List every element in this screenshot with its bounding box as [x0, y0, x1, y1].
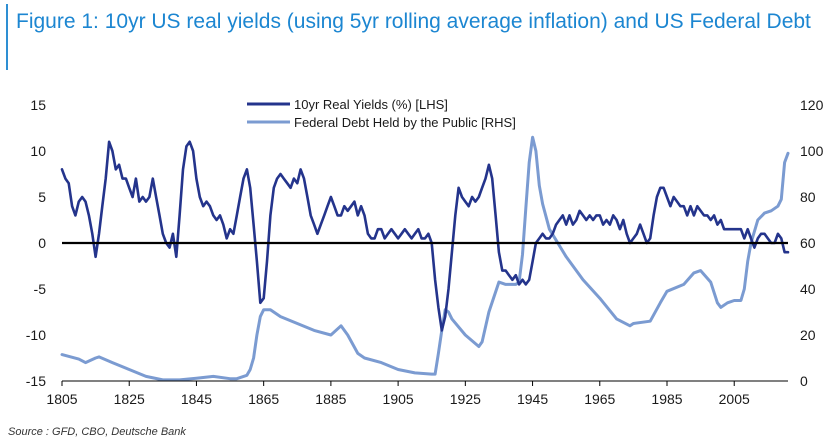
x-tick-label: 1865	[248, 391, 279, 407]
real-yield-series-line	[60, 140, 790, 332]
right-axis-ticks: 120 100 80 60 40 20 0	[800, 97, 824, 389]
right-tick-label: 20	[800, 327, 816, 343]
x-tick-label: 1985	[651, 391, 682, 407]
right-tick-label: 0	[800, 373, 808, 389]
left-tick-label: 0	[38, 235, 46, 251]
federal-debt-series-line	[60, 135, 790, 382]
left-tick-label: 15	[30, 97, 46, 113]
x-tick-label: 1965	[584, 391, 615, 407]
left-axis-ticks: 15 10 5 0 -5 -10 -15	[26, 97, 46, 389]
left-tick-label: 10	[30, 143, 46, 159]
x-tick-label: 1825	[114, 391, 145, 407]
legend-label: Federal Debt Held by the Public [RHS]	[294, 115, 516, 130]
left-tick-label: -5	[34, 281, 47, 297]
series-layer	[60, 135, 790, 382]
x-axis-ticks: 1805 1825 1845 1865 1885 1905 1925 1945 1965 1985…	[46, 381, 750, 407]
legend-label: 10yr Real Yields (%) [LHS]	[294, 97, 448, 112]
right-tick-label: 40	[800, 281, 816, 297]
figure-title: Figure 1: 10yr US real yields (using 5yr…	[16, 10, 811, 33]
x-tick-label: 1945	[517, 391, 548, 407]
right-tick-label: 60	[800, 235, 816, 251]
x-tick-label: 1925	[450, 391, 481, 407]
right-tick-label: 120	[800, 97, 824, 113]
left-tick-label: -15	[26, 373, 46, 389]
title-accent-bar	[6, 4, 8, 70]
left-tick-label: 5	[38, 189, 46, 205]
x-tick-label: 1905	[383, 391, 414, 407]
x-tick-label: 1885	[315, 391, 346, 407]
legend: 10yr Real Yields (%) [LHS] Federal Debt H…	[247, 97, 516, 130]
x-tick-label: 1805	[46, 391, 77, 407]
right-tick-label: 80	[800, 189, 816, 205]
source-note: Source : GFD, CBO, Deutsche Bank	[8, 426, 186, 438]
x-tick-label: 1845	[181, 391, 212, 407]
left-tick-label: -10	[26, 327, 46, 343]
right-tick-label: 100	[800, 143, 824, 159]
x-tick-label: 2005	[719, 391, 750, 407]
